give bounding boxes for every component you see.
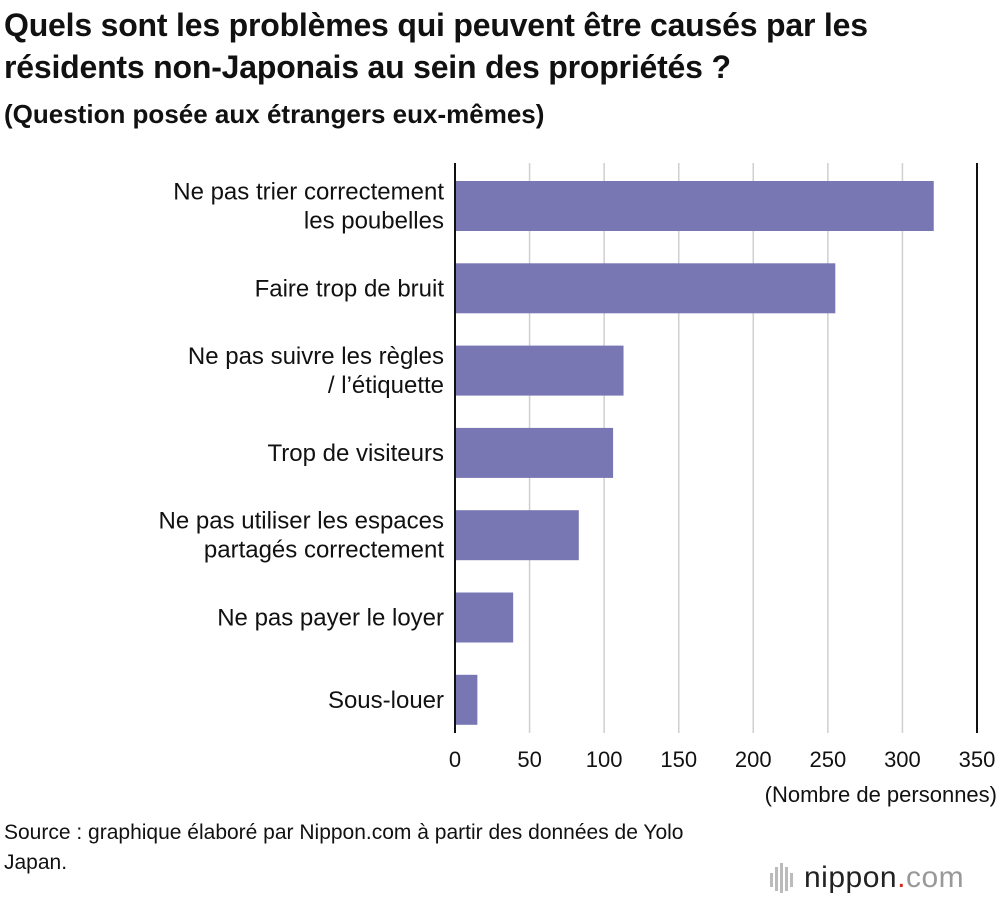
category-label: Trop de visiteurs xyxy=(267,440,444,467)
chart-subtitle: (Question posée aux étrangers eux-mêmes) xyxy=(4,99,545,129)
category-label: Ne pas trier correctement les poubelles xyxy=(173,179,444,235)
source-note: Source : graphique élaboré par Nippon.co… xyxy=(4,821,684,874)
x-tick-label: 0 xyxy=(449,747,461,772)
x-tick-label: 50 xyxy=(517,747,541,772)
bar-1 xyxy=(455,263,836,314)
x-tick-label: 350 xyxy=(959,747,996,772)
nippon-logo-text: nippon.com xyxy=(804,861,965,894)
x-tick-label: 100 xyxy=(586,747,623,772)
bar-chart: Ne pas trier correctement les poubelles Fa… xyxy=(159,163,997,807)
bar-2 xyxy=(455,345,624,396)
category-label: Faire trop de bruit xyxy=(255,275,445,302)
bar-0 xyxy=(455,181,934,231)
x-axis-label: (Nombre de personnes) xyxy=(765,782,997,807)
category-label: Ne pas utiliser les espaces partagés corr… xyxy=(159,508,445,564)
category-label: Sous-louer xyxy=(328,687,444,714)
x-tick-label: 150 xyxy=(660,747,697,772)
nippon-logo-icon xyxy=(770,863,793,893)
x-tick-label: 250 xyxy=(809,747,846,772)
category-label: Ne pas suivre les règles / l’étiquette xyxy=(188,343,444,399)
nippon-logo: nippon.com xyxy=(770,858,964,898)
bar-6 xyxy=(455,674,478,725)
x-tick-label: 300 xyxy=(884,747,921,772)
bar-4 xyxy=(455,510,579,561)
bar-5 xyxy=(455,592,514,643)
bar-3 xyxy=(455,427,614,478)
chart-title: Quels sont les problèmes qui peuvent êtr… xyxy=(4,7,868,85)
category-label: Ne pas payer le loyer xyxy=(217,605,444,632)
x-tick-label: 200 xyxy=(735,747,772,772)
